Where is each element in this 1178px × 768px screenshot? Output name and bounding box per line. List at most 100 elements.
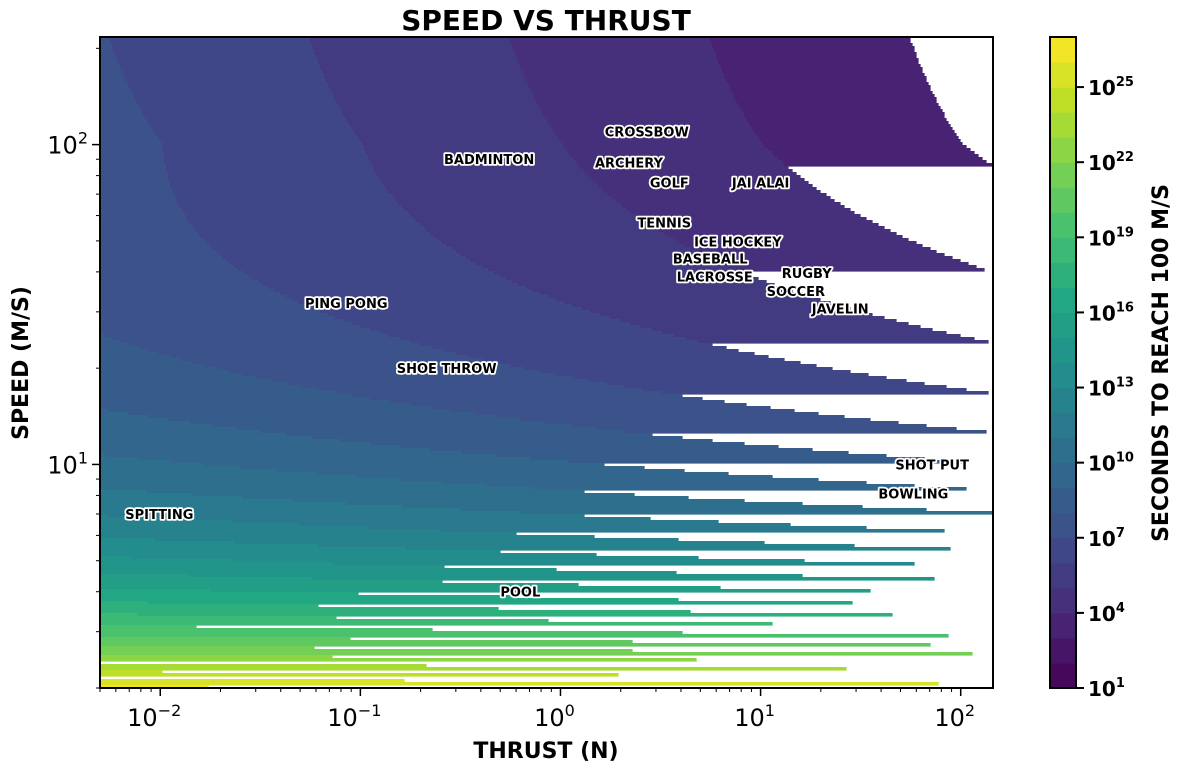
contour-band-cell <box>356 133 557 137</box>
contour-band-cell <box>100 328 371 332</box>
contour-band-cell <box>100 481 443 485</box>
contour-band-cell <box>112 46 313 50</box>
contour-band-cell <box>470 259 717 263</box>
contour-band-cell <box>198 232 431 236</box>
contour-band-cell <box>100 460 171 464</box>
contour-band-cell <box>380 178 593 182</box>
contour-band-cell <box>452 247 691 251</box>
annotation-label: SOCCER <box>767 285 825 300</box>
contour-band-cell <box>230 262 477 266</box>
contour-band-cell <box>100 592 359 596</box>
contour-band-cell <box>510 37 711 41</box>
contour-band-cell <box>160 139 361 143</box>
contour-band-cell <box>170 181 383 185</box>
contour-band-cell <box>512 46 713 50</box>
contour-band-cell <box>734 97 937 101</box>
contour-band-cell <box>560 139 761 143</box>
contour-band-cell <box>100 484 487 488</box>
contour-band-cell <box>712 43 913 47</box>
contour-band-cell <box>100 421 191 425</box>
contour-band-cell <box>278 469 685 473</box>
contour-band-cell <box>100 445 401 449</box>
contour-band-cell <box>100 514 109 518</box>
contour-band-cell <box>156 133 357 137</box>
contour-band-cell <box>100 658 697 662</box>
contour-band-cell <box>714 49 915 53</box>
contour-band-cell <box>100 109 143 113</box>
contour-band-cell <box>100 274 249 278</box>
contour-band-cell <box>678 241 917 245</box>
contour-band-cell <box>716 259 961 263</box>
contour-band-cell <box>718 61 919 65</box>
contour-band-cell <box>100 118 147 122</box>
colorbar-band <box>1050 237 1076 263</box>
contour-band-cell <box>248 274 501 278</box>
colorbar-band <box>1050 62 1076 88</box>
contour-band-cell <box>100 37 111 41</box>
contour-band-cell <box>374 166 581 170</box>
contour-band-cell <box>100 223 193 227</box>
contour-band-cell <box>232 520 719 524</box>
contour-band-cell <box>314 49 515 53</box>
contour-band-cell <box>580 166 789 170</box>
contour-band-cell <box>540 292 803 296</box>
contour-band-cell <box>340 106 541 110</box>
x-tick-label: 100 <box>534 701 575 732</box>
colorbar-band <box>1050 512 1076 539</box>
contour-band-cell <box>142 112 343 116</box>
contour-band-cell <box>100 199 177 203</box>
contour-band-cell <box>100 121 149 125</box>
contour-band-cell <box>192 223 421 227</box>
contour-band-cell <box>574 157 779 161</box>
contour-band-cell <box>230 370 541 374</box>
contour-band-cell <box>334 316 611 320</box>
contour-band-cell <box>380 331 663 335</box>
contour-band-cell <box>212 247 453 251</box>
contour-band-cell <box>100 277 253 281</box>
contour-band-cell <box>100 232 199 236</box>
contour-band-cell <box>146 490 585 494</box>
contour-band-cell <box>352 394 683 398</box>
contour-band-cell <box>100 331 381 335</box>
contour-band-cell <box>100 316 335 320</box>
contour-band-cell <box>114 52 315 56</box>
contour-band-cell <box>100 310 321 314</box>
contour-band-cell <box>736 268 985 272</box>
contour-band-cell <box>100 469 279 473</box>
contour-band-cell <box>396 199 617 203</box>
contour-band-cell <box>482 265 729 269</box>
contour-band-cell <box>240 466 645 470</box>
contour-band-cell <box>730 85 931 89</box>
colorbar-band <box>1050 312 1076 339</box>
contour-band-cell <box>612 196 831 200</box>
contour-band-cell <box>648 223 879 227</box>
contour-band-cell <box>148 121 349 125</box>
contour-band-cell <box>286 382 607 386</box>
contour-band-cell <box>100 505 403 509</box>
contour-band-cell <box>768 148 971 152</box>
contour-band-cell <box>620 319 897 323</box>
contour-band-cell <box>474 412 819 416</box>
contour-band-cell <box>140 346 433 350</box>
contour-band-cell <box>370 160 577 164</box>
contour-band-cell <box>100 511 521 515</box>
contour-band-cell <box>174 193 393 197</box>
contour-band-cell <box>366 151 569 155</box>
contour-band-cell <box>100 112 143 116</box>
contour-band-cell <box>318 58 519 62</box>
contour-band-cell <box>318 544 855 548</box>
contour-band-cell <box>100 379 273 383</box>
contour-band-cell <box>162 148 365 152</box>
contour-band-cell <box>168 418 521 422</box>
contour-band-cell <box>324 73 525 77</box>
contour-band-cell <box>162 142 363 146</box>
contour-band-cell <box>150 124 351 128</box>
colorbar-tick-label: 107 <box>1088 526 1125 551</box>
contour-band-cell <box>540 370 851 374</box>
contour-band-cell <box>216 250 457 254</box>
contour-band-cell <box>100 613 139 617</box>
colorbar-band <box>1050 37 1076 63</box>
contour-band-cell <box>314 52 517 56</box>
contour-band-cell <box>100 46 113 50</box>
contour-band-cell <box>534 97 735 101</box>
